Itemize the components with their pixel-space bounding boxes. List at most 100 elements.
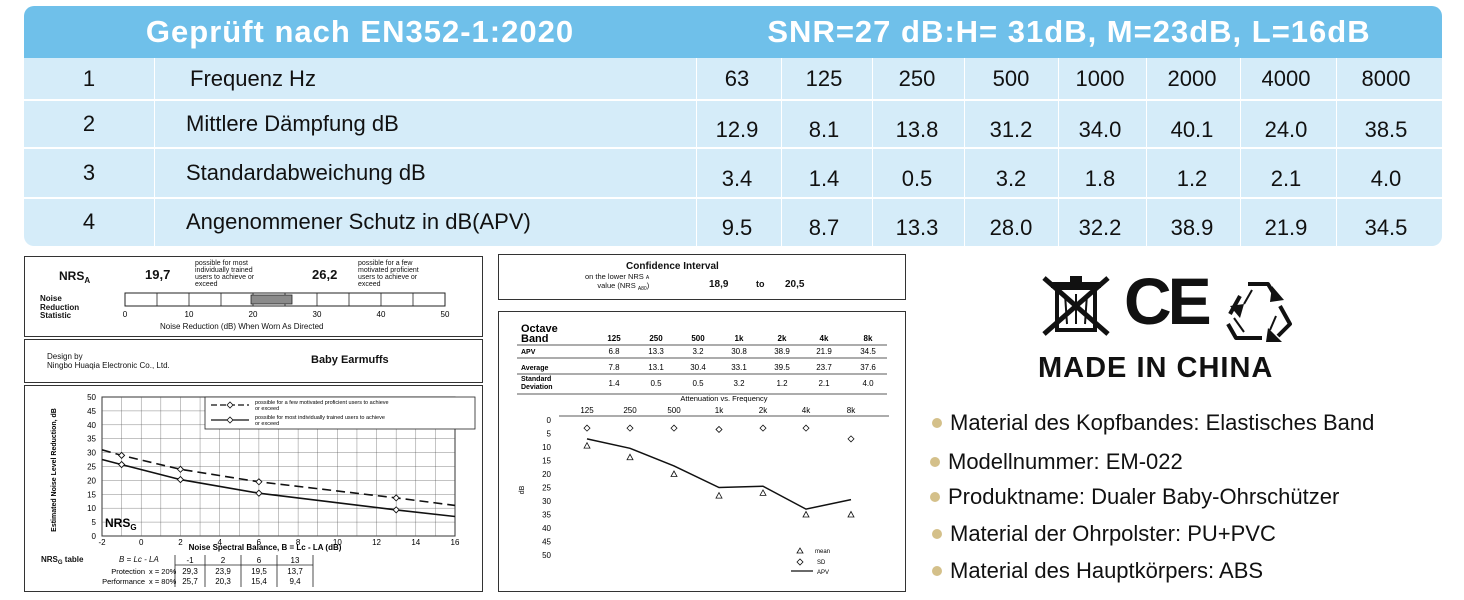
bullet-dot-icon — [930, 492, 940, 502]
nrsg-xtick: 8 — [296, 538, 301, 547]
row-value: 1000 — [1075, 66, 1125, 91]
row-value: 250 — [898, 66, 936, 91]
nrsg-table-value: 29,3 — [182, 567, 198, 576]
nrsg-table-value: 25,7 — [182, 577, 198, 586]
nrs-scale-label: 30 — [313, 310, 322, 319]
nrsg-solid-line — [101, 458, 456, 518]
nrsg-marker — [176, 475, 185, 484]
atten-sd-marker — [626, 424, 634, 432]
octave-value: 0.5 — [650, 379, 662, 388]
octave-row-name: Standard — [521, 376, 551, 383]
nrsg-xtick: 0 — [139, 538, 144, 547]
nrs-scale-label: 20 — [249, 310, 258, 319]
row-value: 13.8 — [895, 117, 939, 142]
nrsg-ytick: 20 — [87, 476, 96, 485]
octave-value: 1.2 — [776, 379, 788, 388]
atten-xtick: 8k — [847, 406, 856, 415]
feature-bullet: Material des Kopfbandes: Elastisches Ban… — [932, 410, 1374, 436]
table-row-divider — [24, 197, 1442, 199]
row-value: 34.0 — [1078, 117, 1122, 142]
confidence-panel: Confidence Interval on the lower NRS A v… — [498, 254, 906, 300]
atten-ytick: 40 — [542, 524, 551, 533]
row-value: 1.4 — [808, 166, 840, 191]
nrsg-xtick: 12 — [372, 538, 381, 547]
recycle-icon — [1226, 282, 1292, 342]
octave-value: 23.7 — [816, 363, 832, 372]
atten-ytick: 30 — [542, 497, 551, 506]
table-row-divider — [24, 147, 1442, 149]
nrsg-table-col: 6 — [257, 556, 262, 565]
table-divider — [1146, 58, 1147, 246]
row-number: 3 — [82, 160, 96, 185]
octave-value: 13.1 — [648, 363, 664, 372]
nrsg-marker — [176, 465, 185, 473]
nrsg-marker — [117, 451, 126, 460]
feature-text: Produktname: Dualer Baby-Ohrschützer — [948, 484, 1340, 509]
nrs-range-marker — [250, 294, 293, 305]
atten-ytick: 5 — [547, 430, 552, 439]
row-value: 12.9 — [715, 117, 759, 142]
nrs-scale-label: 10 — [185, 310, 194, 319]
row-value: 21.9 — [1264, 215, 1308, 240]
row-number: 4 — [82, 209, 96, 234]
nrsg-xlabel: Noise Spectral Balance, B = Lc - LA (dB) — [189, 543, 342, 552]
row-value: 2000 — [1167, 66, 1217, 91]
octave-value: 3.2 — [692, 347, 704, 356]
row-value: 34.5 — [1364, 215, 1408, 240]
feature-bullet: Modellnummer: EM-022 — [930, 449, 1183, 475]
row-number: 1 — [82, 66, 96, 91]
row-value: 28.0 — [989, 215, 1033, 240]
design-by: Design by Ningbo Huaqia Electronic Co., L… — [47, 352, 170, 370]
nrsg-ylabel: Estimated Noise Level Reduction, dB — [51, 408, 58, 532]
atten-apv-line — [586, 438, 852, 510]
nrs-value-2: 26,2 — [312, 267, 338, 282]
octave-value: 7.8 — [608, 363, 620, 372]
nrsg-xtick: 6 — [257, 538, 262, 547]
nrsg-ytick: 30 — [87, 449, 96, 458]
nrsg-table-rowname: Performance — [102, 577, 145, 586]
nrsg-ytick: 5 — [92, 518, 97, 527]
row-value: 2.1 — [1270, 166, 1302, 191]
confidence-to: to — [756, 279, 765, 289]
nrsg-ytick: 15 — [87, 490, 96, 499]
nrsg-table-title: NRSG table — [41, 555, 84, 566]
attenuation-table: Geprüft nach EN352-1:2020 SNR=27 dB:H= 3… — [24, 6, 1442, 246]
feature-text: Material der Ohrpolster: PU+PVC — [950, 521, 1276, 546]
octave-title: Band — [521, 333, 549, 345]
nrsg-table-value: 23,9 — [215, 567, 231, 576]
nrs-scale-label: 40 — [377, 310, 386, 319]
row-value: 38.9 — [1170, 215, 1214, 240]
nrs-note-1: possible for most individually trained use… — [195, 260, 255, 288]
row-value: 4.0 — [1370, 166, 1402, 191]
nrs-panel: NRSA 19,7 possible for most individually … — [24, 256, 483, 337]
atten-mean-marker — [626, 453, 634, 461]
table-divider — [1240, 58, 1241, 246]
octave-band: 250 — [649, 334, 663, 343]
octave-value: 39.5 — [774, 363, 790, 372]
nrsg-b-label: B = Lc - LA — [119, 555, 159, 564]
octave-band: 500 — [691, 334, 705, 343]
nrsg-table-value: 13,7 — [287, 567, 303, 576]
nrs-label: NRSA — [59, 269, 91, 285]
row-value: 3.4 — [721, 166, 753, 191]
svg-text:or exceed: or exceed — [255, 406, 279, 412]
made-in-china: MADE IN CHINA — [1038, 352, 1274, 384]
octave-value: 37.6 — [860, 363, 876, 372]
table-header-right: SNR=27 dB:H= 31dB, M=23dB, L=16dB — [696, 6, 1442, 58]
row-value: 9.5 — [721, 215, 753, 240]
row-value: 8000 — [1361, 66, 1411, 91]
nrsg-table-rowname: Protection — [111, 567, 145, 576]
atten-xtick: 125 — [580, 406, 594, 415]
feature-text: Modellnummer: EM-022 — [948, 449, 1183, 474]
row-value: 38.5 — [1364, 117, 1408, 142]
nrsg-marker — [255, 489, 263, 497]
octave-band: 125 — [607, 334, 621, 343]
atten-sd-marker — [802, 424, 810, 432]
atten-sd-marker — [847, 435, 855, 443]
nrsg-xtick: -2 — [98, 538, 106, 547]
octave-value: 6.8 — [608, 347, 620, 356]
atten-xtick: 500 — [667, 406, 681, 415]
legend-apv: APV — [817, 570, 829, 576]
octave-row-name: Average — [521, 365, 548, 372]
